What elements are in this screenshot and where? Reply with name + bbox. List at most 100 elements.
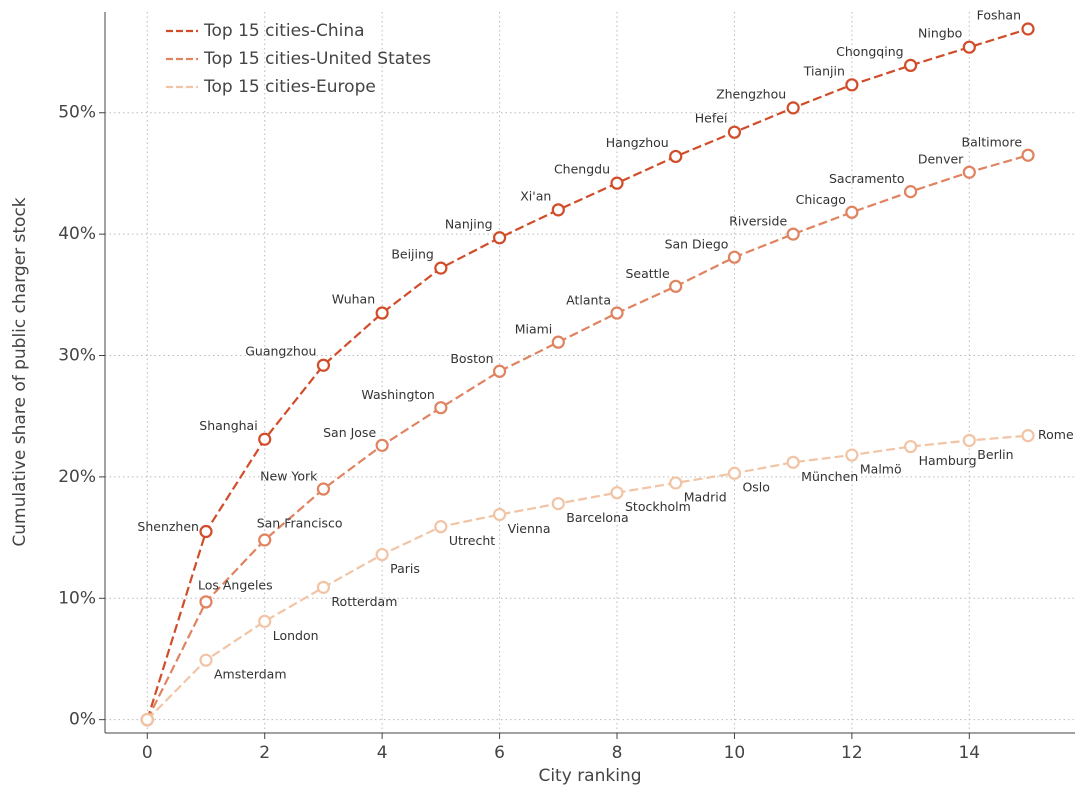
point <box>845 78 859 92</box>
point-label: Rome <box>1038 427 1074 442</box>
point <box>727 250 742 264</box>
point-label: Foshan <box>977 7 1021 22</box>
point-label: Malmö <box>860 462 902 477</box>
point <box>727 466 742 480</box>
point-label: Rotterdam <box>331 594 397 609</box>
point-label: Amsterdam <box>214 667 287 682</box>
point <box>962 433 976 448</box>
y-tick-label: 30% <box>58 346 96 366</box>
series-line <box>146 154 1029 721</box>
point <box>610 306 624 320</box>
point <box>375 547 389 562</box>
point <box>1021 148 1035 162</box>
point <box>551 203 565 217</box>
point <box>434 401 448 415</box>
point-label: Barcelona <box>566 510 628 525</box>
x-tick-label: 12 <box>841 743 863 763</box>
point-label: Hangzhou <box>606 135 669 150</box>
x-tick-label: 8 <box>612 743 623 763</box>
point-label: New York <box>260 469 318 484</box>
point <box>258 614 272 628</box>
point-label: Ningbo <box>918 26 962 41</box>
point-label: Xi'an <box>520 188 551 203</box>
point-label: Chongqing <box>836 44 903 59</box>
x-axis-label: City ranking <box>538 766 641 786</box>
point <box>199 653 213 667</box>
x-tick-label: 6 <box>494 743 505 763</box>
point <box>727 125 742 139</box>
point-label: Chicago <box>796 192 846 207</box>
point <box>669 279 683 293</box>
point <box>316 358 331 372</box>
y-tick-label: 0% <box>69 710 96 730</box>
point-label: Baltimore <box>962 135 1023 150</box>
point <box>316 580 331 594</box>
point-label: Miami <box>515 322 553 337</box>
point <box>199 595 213 609</box>
point-label: Washington <box>361 387 434 402</box>
point-label: Atlanta <box>566 293 611 308</box>
series-line <box>146 434 1029 721</box>
point <box>962 165 976 179</box>
point <box>669 476 683 490</box>
point-label: Riverside <box>729 214 787 229</box>
point <box>375 306 389 320</box>
point-label: San Diego <box>665 237 729 252</box>
x-tick-label: 14 <box>958 743 980 763</box>
point-label: Boston <box>450 351 493 366</box>
point-label: Wuhan <box>332 292 375 307</box>
point <box>610 486 624 500</box>
point-label: Tianjin <box>803 63 845 78</box>
point-label: Stockholm <box>625 499 691 514</box>
point-label: Seattle <box>625 266 670 281</box>
point-label: London <box>273 628 319 643</box>
point <box>258 432 272 446</box>
point <box>551 496 565 511</box>
point-label: San Francisco <box>257 516 343 531</box>
legend-label: Top 15 cities-United States <box>203 49 431 69</box>
point-label: Nanjing <box>445 216 493 231</box>
y-axis-label: Cumulative share of public charger stock <box>10 197 30 546</box>
point <box>669 149 683 164</box>
series-line <box>146 27 1029 720</box>
point-label: München <box>801 469 858 484</box>
point-label: Berlin <box>977 447 1013 462</box>
x-tick-label: 10 <box>724 743 746 763</box>
point <box>492 507 507 522</box>
point <box>610 176 624 190</box>
point <box>903 58 918 73</box>
point-label: Shanghai <box>199 418 257 433</box>
x-tick-label: 0 <box>142 743 153 763</box>
point-label: San Jose <box>323 425 376 440</box>
point-label: Utrecht <box>449 533 495 548</box>
point <box>140 713 154 727</box>
point-label: Shenzhen <box>137 519 199 534</box>
point <box>1021 22 1035 36</box>
point <box>903 439 918 454</box>
y-tick-label: 40% <box>58 224 96 244</box>
point-label: Chengdu <box>554 162 610 177</box>
point <box>786 101 800 115</box>
point-label: Oslo <box>742 480 769 495</box>
point <box>1021 429 1035 443</box>
point <box>492 231 507 245</box>
point <box>316 482 331 496</box>
point-label: Hefei <box>695 111 728 126</box>
point-label: Beijing <box>391 247 434 262</box>
point <box>903 185 918 199</box>
point <box>434 261 448 275</box>
point <box>845 448 859 462</box>
point-label: Sacramento <box>829 171 905 186</box>
point-label: Vienna <box>508 521 551 536</box>
point <box>258 533 272 547</box>
y-tick-label: 20% <box>58 467 96 487</box>
point-label: Guangzhou <box>245 344 316 359</box>
point-label: Denver <box>918 152 964 167</box>
x-tick-label: 4 <box>377 743 388 763</box>
point <box>492 364 507 378</box>
point <box>786 455 800 469</box>
point <box>375 438 389 452</box>
point-label: Hamburg <box>919 453 977 468</box>
point <box>551 335 565 349</box>
